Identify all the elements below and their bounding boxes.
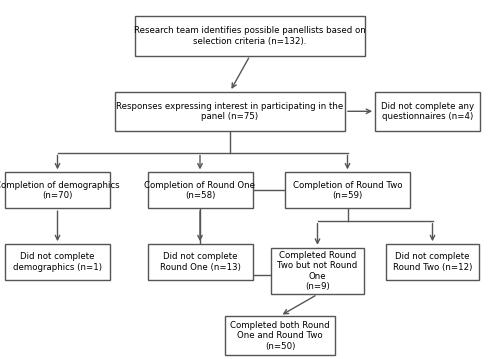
Text: Completed both Round
One and Round Two
(n=50): Completed both Round One and Round Two (… <box>230 321 330 351</box>
Text: Did not complete
demographics (n=1): Did not complete demographics (n=1) <box>13 252 102 272</box>
Text: Completion of demographics
(n=70): Completion of demographics (n=70) <box>0 181 120 200</box>
FancyBboxPatch shape <box>135 16 365 56</box>
FancyBboxPatch shape <box>285 172 410 208</box>
FancyBboxPatch shape <box>148 244 252 280</box>
Text: Did not complete any
questionnaires (n=4): Did not complete any questionnaires (n=4… <box>381 102 474 121</box>
Text: Did not complete
Round One (n=13): Did not complete Round One (n=13) <box>160 252 240 272</box>
Text: Completion of Round One
(n=58): Completion of Round One (n=58) <box>144 181 256 200</box>
FancyBboxPatch shape <box>115 92 345 131</box>
Text: Completion of Round Two
(n=59): Completion of Round Two (n=59) <box>293 181 402 200</box>
FancyBboxPatch shape <box>225 316 335 355</box>
Text: Responses expressing interest in participating in the
panel (n=75): Responses expressing interest in partici… <box>116 102 344 121</box>
FancyBboxPatch shape <box>148 172 252 208</box>
Text: Did not complete
Round Two (n=12): Did not complete Round Two (n=12) <box>393 252 472 272</box>
FancyBboxPatch shape <box>5 244 110 280</box>
Text: Research team identifies possible panellists based on
selection criteria (n=132): Research team identifies possible panell… <box>134 26 366 46</box>
FancyBboxPatch shape <box>271 248 364 294</box>
FancyBboxPatch shape <box>5 172 110 208</box>
FancyBboxPatch shape <box>375 92 480 131</box>
FancyBboxPatch shape <box>386 244 479 280</box>
Text: Completed Round
Two but not Round
One
(n=9): Completed Round Two but not Round One (n… <box>278 251 357 291</box>
